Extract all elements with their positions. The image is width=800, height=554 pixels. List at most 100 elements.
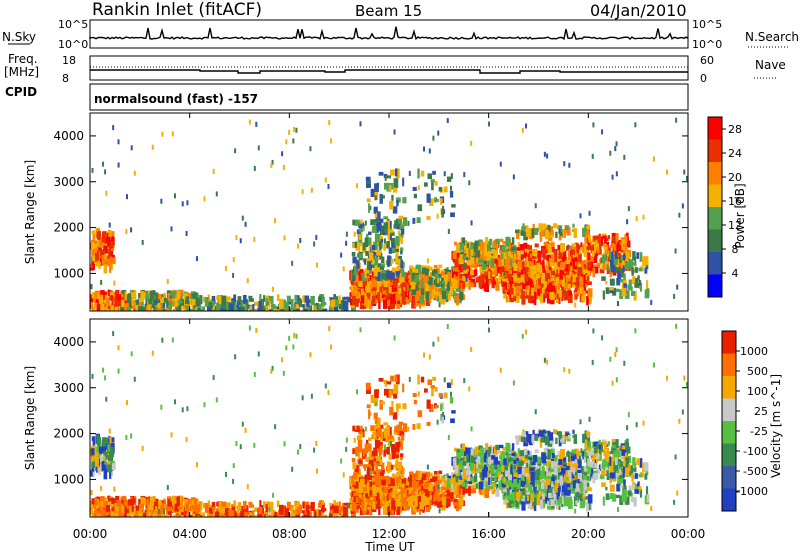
power-cell bbox=[524, 242, 528, 252]
power-cell bbox=[417, 168, 420, 179]
power-cell bbox=[291, 260, 294, 266]
power-cell bbox=[92, 255, 97, 262]
power-cell bbox=[367, 268, 372, 275]
power-cell bbox=[374, 195, 377, 201]
power-cell bbox=[459, 292, 464, 300]
power-cell bbox=[634, 122, 637, 128]
power-cell bbox=[533, 288, 539, 292]
velocity-cell bbox=[355, 497, 359, 503]
power-cell bbox=[240, 300, 244, 311]
power-cell bbox=[486, 241, 492, 251]
power-cell bbox=[400, 250, 403, 255]
power-cell bbox=[614, 251, 618, 260]
power-cell bbox=[106, 244, 112, 253]
velocity-cell bbox=[110, 511, 114, 517]
power-cell bbox=[342, 266, 345, 272]
power-cell bbox=[601, 276, 606, 281]
power-cell bbox=[349, 286, 353, 290]
power-cell bbox=[383, 238, 386, 244]
power-cell bbox=[686, 175, 688, 181]
power-cell bbox=[538, 224, 544, 231]
power-cell bbox=[438, 302, 441, 308]
velocity-cell bbox=[136, 510, 140, 517]
power-cell bbox=[185, 230, 188, 236]
power-cell bbox=[594, 255, 598, 263]
power-cell bbox=[575, 294, 578, 300]
velocity-cell bbox=[371, 451, 376, 457]
power-cell bbox=[462, 282, 466, 289]
power-cell bbox=[500, 248, 503, 257]
power-cell bbox=[557, 244, 563, 251]
velocity-cell bbox=[468, 452, 473, 457]
power-cell bbox=[374, 233, 380, 243]
power-cell bbox=[389, 235, 392, 241]
power-cell bbox=[241, 215, 244, 221]
power-cell bbox=[321, 305, 324, 311]
power-cell bbox=[221, 300, 225, 308]
power-cell bbox=[566, 269, 569, 275]
velocity-cell bbox=[241, 510, 246, 514]
power-cell bbox=[565, 226, 570, 231]
power-cell bbox=[530, 280, 535, 286]
power-cell bbox=[131, 296, 134, 306]
velocity-cell bbox=[374, 389, 379, 398]
power-cell bbox=[364, 237, 369, 248]
power-cell bbox=[558, 253, 563, 259]
velocity-cell bbox=[240, 506, 244, 517]
velocity-cell bbox=[358, 430, 363, 435]
power-cell bbox=[429, 266, 433, 272]
power-cell bbox=[567, 255, 572, 263]
power-cell bbox=[645, 280, 649, 290]
power-cell bbox=[610, 262, 616, 273]
velocity-cell bbox=[127, 505, 131, 513]
power-cell bbox=[372, 225, 377, 233]
power-cell bbox=[504, 254, 509, 265]
power-cell bbox=[123, 290, 126, 295]
velocity-cell bbox=[101, 460, 107, 471]
velocity-cell bbox=[429, 478, 434, 483]
power-cell bbox=[456, 295, 460, 306]
power-cell bbox=[368, 231, 372, 236]
power-cell bbox=[498, 238, 504, 243]
velocity-cell bbox=[91, 455, 95, 462]
power-cell bbox=[383, 245, 386, 251]
power-cell bbox=[349, 298, 354, 306]
velocity-cell bbox=[351, 510, 356, 517]
velocity-cell bbox=[183, 514, 186, 517]
power-cell bbox=[506, 295, 509, 303]
power-cell bbox=[292, 138, 295, 144]
power-cell bbox=[543, 280, 548, 288]
velocity-cell bbox=[390, 453, 396, 459]
velocity-cell bbox=[153, 511, 157, 517]
velocity-cell bbox=[110, 454, 114, 458]
velocity-cell bbox=[378, 377, 384, 382]
power-cell bbox=[148, 290, 151, 298]
power-cell bbox=[387, 232, 392, 240]
power-cell bbox=[632, 251, 636, 261]
power-cell bbox=[402, 217, 408, 227]
power-heatmap-cells bbox=[90, 117, 688, 311]
velocity-cell bbox=[443, 480, 447, 488]
power-cell bbox=[309, 305, 313, 311]
power-cell bbox=[548, 226, 554, 235]
power-cell bbox=[432, 135, 435, 141]
velocity-cell bbox=[206, 504, 212, 509]
power-cell bbox=[520, 274, 524, 281]
velocity-cell bbox=[363, 465, 367, 471]
velocity-cell bbox=[96, 467, 99, 473]
power-cell bbox=[126, 294, 131, 304]
power-cell bbox=[582, 283, 587, 291]
power-cell bbox=[611, 174, 614, 180]
velocity-cell bbox=[398, 439, 404, 444]
power-cell bbox=[248, 298, 254, 302]
velocity-cell bbox=[367, 496, 372, 501]
power-cell bbox=[542, 260, 545, 269]
power-cell bbox=[389, 258, 394, 264]
velocity-cell bbox=[304, 508, 307, 515]
power-cell bbox=[149, 290, 154, 300]
power-cell bbox=[272, 286, 275, 292]
velocity-cell bbox=[279, 504, 284, 515]
power-cell bbox=[271, 159, 274, 165]
power-cell bbox=[481, 249, 484, 259]
power-cell bbox=[135, 299, 140, 307]
